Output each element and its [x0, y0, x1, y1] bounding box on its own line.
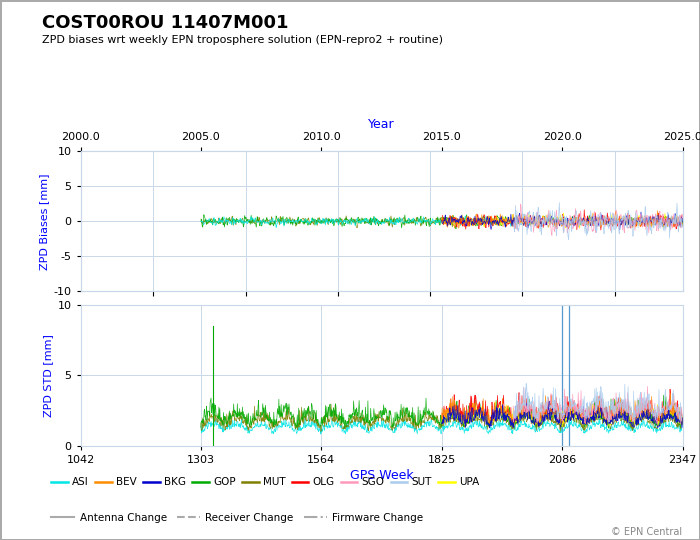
Text: © EPN Central: © EPN Central: [611, 527, 682, 537]
Legend: ASI, BEV, BKG, GOP, MUT, OLG, SGO, SUT, UPA: ASI, BEV, BKG, GOP, MUT, OLG, SGO, SUT, …: [47, 473, 484, 491]
X-axis label: GPS Week: GPS Week: [350, 469, 413, 482]
Y-axis label: ZPD Biases [mm]: ZPD Biases [mm]: [39, 173, 49, 269]
Y-axis label: ZPD STD [mm]: ZPD STD [mm]: [43, 334, 53, 417]
Legend: Antenna Change, Receiver Change, Firmware Change: Antenna Change, Receiver Change, Firmwar…: [47, 508, 427, 526]
X-axis label: Year: Year: [368, 118, 395, 131]
Text: ZPD biases wrt weekly EPN troposphere solution (EPN-repro2 + routine): ZPD biases wrt weekly EPN troposphere so…: [42, 35, 443, 45]
Text: COST00ROU 11407M001: COST00ROU 11407M001: [42, 14, 288, 31]
